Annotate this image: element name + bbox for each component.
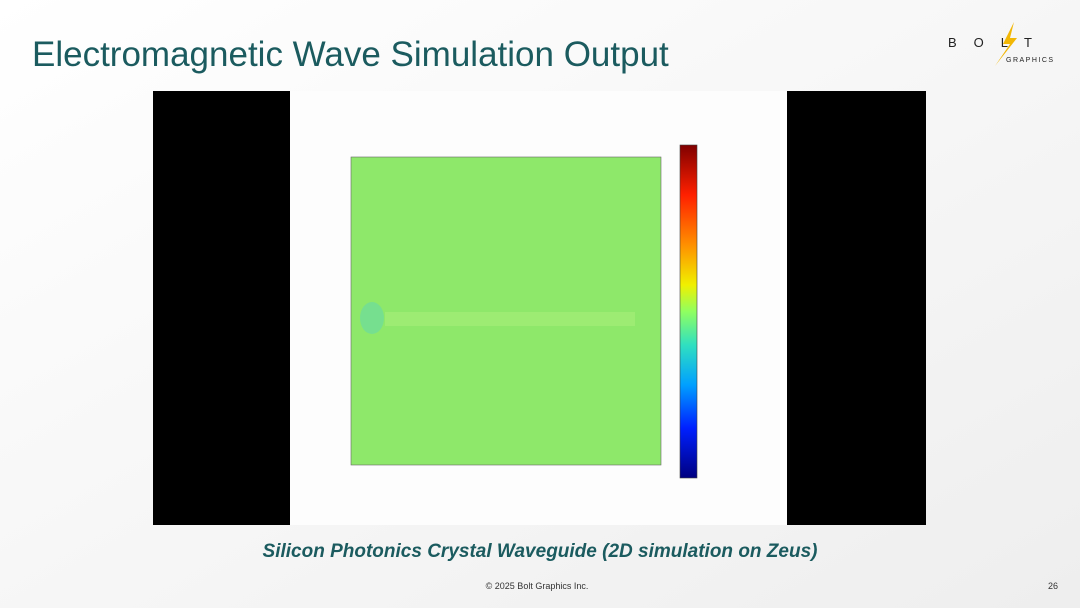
logo-tagline: GRAPHICS xyxy=(1006,57,1055,64)
slide-title: Electromagnetic Wave Simulation Output xyxy=(32,35,669,74)
logo-wordmark: BOLT xyxy=(948,35,1049,50)
copyright: © 2025 Bolt Graphics Inc. xyxy=(486,581,589,591)
caption: Silicon Photonics Crystal Waveguide (2D … xyxy=(263,541,818,562)
waveguide xyxy=(385,312,635,326)
simulation-image xyxy=(153,91,926,525)
page-number: 26 xyxy=(1048,581,1058,591)
logo-bolt xyxy=(995,22,1017,66)
source xyxy=(360,302,384,334)
colorbar xyxy=(679,144,698,479)
field-plot xyxy=(350,156,662,466)
logo: BOLT GRAPHICS xyxy=(948,22,1055,66)
